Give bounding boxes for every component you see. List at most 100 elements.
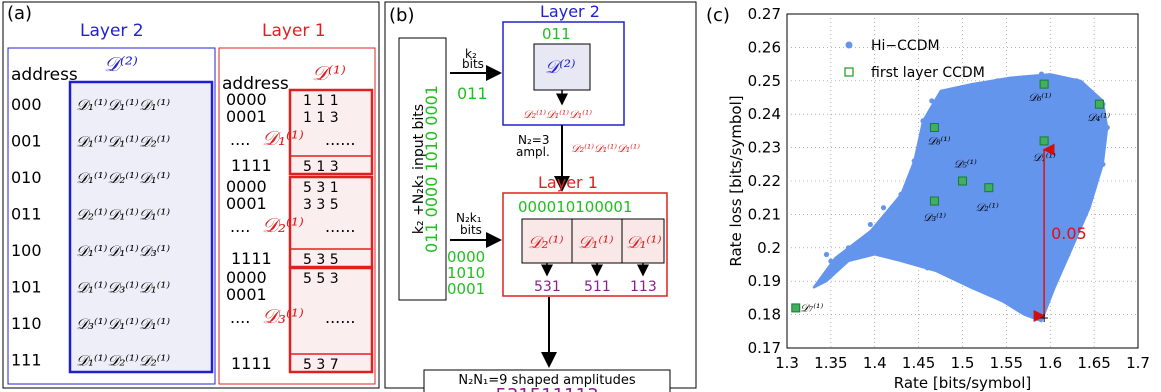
ampl-label: ampl. <box>516 145 550 159</box>
l1-dict-table-0 <box>288 88 374 176</box>
n2k1-value-2: 0001 <box>447 280 485 298</box>
layer1-output-2: 113 <box>630 279 657 295</box>
n2k1-value-0: 0000 <box>447 248 485 266</box>
y-tick-label: 0.18 <box>748 306 781 324</box>
hi-ccdm-point <box>995 78 1001 84</box>
dict-annotation-0: 𝒟₇⁽¹⁾ <box>800 301 823 314</box>
l1-addr-second-2: 0001 <box>226 285 267 304</box>
l2-address-3: 011 <box>11 205 42 224</box>
l1-dict-label-1: 𝒟₂⁽¹⁾ <box>262 213 304 237</box>
layer2-output: 𝒟₂⁽¹⁾𝒟₁⁽¹⁾𝒟₁⁽¹⁾ <box>523 108 592 121</box>
hi-ccdm-point <box>1038 71 1045 77</box>
rate-loss-chart: 1.3 1.35 1.4 1.45 1.5 1.55 1.6 1.65 1.7 0.17 0.18 0… <box>727 5 1150 392</box>
gap-label: 0.05 <box>1051 224 1087 243</box>
y-tick-label: 0.23 <box>748 139 781 157</box>
hi-ccdm-point <box>845 245 852 251</box>
l1-val-first-2: 5 5 3 <box>303 271 339 287</box>
panel-a-label: (a) <box>7 3 32 24</box>
layer1-groups: 0000 1 1 1 0001 1 1 3.... 𝒟₁⁽¹⁾ ...... 1111 5 1… <box>226 88 374 374</box>
hi-ccdm-point <box>1030 128 1036 134</box>
l1-val-first-0: 1 1 1 <box>303 93 339 109</box>
y-tick-label: 0.19 <box>748 272 781 290</box>
l2-entry-4: 𝒟₁⁽¹⁾𝒟₁⁽¹⁾𝒟₃⁽¹⁾ <box>76 242 170 260</box>
d2-box-label: 𝒟⁽²⁾ <box>545 57 575 78</box>
l2-address-7: 111 <box>11 351 42 370</box>
l1-dots-right-2: ...... <box>325 308 356 327</box>
first-layer-ccdm-point <box>1094 99 1104 109</box>
l2-entry-5: 𝒟₁⁽¹⁾𝒟₃⁽¹⁾𝒟₁⁽¹⁾ <box>76 279 170 297</box>
l2-address-6: 110 <box>11 314 42 333</box>
d2-box <box>533 43 591 91</box>
y-tick-label: 0.27 <box>748 5 781 23</box>
l2-address-0: 000 <box>11 95 42 114</box>
k2-label-bottom: bits <box>462 57 484 71</box>
y-tick-label: 0.24 <box>748 105 781 123</box>
first-layer-ccdm-point <box>958 176 967 186</box>
y-tick-label: 0.2 <box>757 239 781 257</box>
l1-val-second-1: 3 3 5 <box>303 197 339 213</box>
panel-b-label: (b) <box>389 5 414 26</box>
x-tick-label: 1.55 <box>990 354 1023 372</box>
l1-dots-2: .... <box>230 308 250 327</box>
minimum-marker: + <box>1039 311 1049 325</box>
l1-dots-0: .... <box>230 130 250 149</box>
hi-ccdm-point <box>959 84 966 91</box>
n2k1-value-1: 1010 <box>447 264 485 282</box>
legend-first-layer-marker <box>844 67 854 77</box>
k2-label-top: k₂ <box>465 47 477 61</box>
l2-address-4: 100 <box>11 241 42 260</box>
d1-dict-label: 𝒟⁽¹⁾ <box>312 61 346 85</box>
l1-val-first-1: 5 3 1 <box>303 180 339 196</box>
ampl-sequence: 𝒟₂⁽¹⁾𝒟₁⁽¹⁾𝒟₁⁽¹⁾ <box>571 142 640 155</box>
l1-val-second-0: 1 1 3 <box>303 110 339 126</box>
hi-ccdm-point <box>1012 178 1018 184</box>
n2-label: N₂=3 <box>518 133 549 147</box>
x-tick-label: 1.45 <box>902 354 935 372</box>
l1-dict-label-2: 𝒟₃⁽¹⁾ <box>262 304 304 328</box>
l1-addr-last-2: 1111 <box>231 354 272 373</box>
legend-first-layer-label: first layer CCDM <box>871 65 985 81</box>
l1-addr-last-0: 1111 <box>231 156 272 175</box>
first-layer-ccdm-point <box>791 303 801 313</box>
l1-dots-right-1: ...... <box>325 217 356 236</box>
layer1-dict-1 <box>571 218 623 264</box>
dict-annotation-5: 𝒟₆⁽¹⁾ <box>1028 91 1051 104</box>
hi-ccdm-point <box>920 118 926 124</box>
l1-addr-first-2: 0000 <box>226 268 267 287</box>
l1-dict-table-1 <box>288 175 374 269</box>
d2-dict-label: 𝒟⁽²⁾ <box>104 52 138 76</box>
layer1-title-a: Layer 1 <box>262 21 326 41</box>
panel-c-label: (c) <box>706 5 730 26</box>
layer2-dict-table <box>68 80 214 374</box>
panel-c: (c) 1.3 1.35 1.4 1.45 1.5 1.55 1.6 1.65 1.7 0.17 0… <box>706 5 1150 392</box>
l1-dict-label-0: 𝒟₁⁽¹⁾ <box>262 126 304 150</box>
layer2-box-b <box>502 21 625 126</box>
hi-ccdm-point <box>959 278 966 284</box>
layer1-dict-2 <box>621 218 665 264</box>
input-bits-label: k₂ +N₂k₁ input bits <box>411 104 427 234</box>
hi-ccdm-point <box>867 221 873 228</box>
y-tick-label: 0.26 <box>748 38 781 56</box>
dict-annotation-3: 𝒟₃⁽¹⁾ <box>923 211 946 224</box>
hi-ccdm-point <box>1065 251 1071 258</box>
layer1-bits: 000010100001 <box>518 198 633 216</box>
hi-ccdm-point <box>1047 288 1053 294</box>
l1-val-last-1: 5 3 5 <box>303 252 339 268</box>
k2-value: 011 <box>457 84 488 103</box>
l2-entry-0: 𝒟₁⁽¹⁾𝒟₁⁽¹⁾𝒟₁⁽¹⁾ <box>76 96 170 114</box>
x-axis-label: Rate [bits/symbol] <box>894 374 1031 392</box>
hi-ccdm-point <box>1082 211 1088 217</box>
hi-ccdm-point <box>929 98 935 104</box>
x-tick-label: 1.7 <box>1126 354 1150 372</box>
layer2-rows: 000 𝒟₁⁽¹⁾𝒟₁⁽¹⁾𝒟₁⁽¹⁾ 001 𝒟₁⁽¹⁾𝒟₁⁽¹⁾𝒟₂⁽¹⁾ 010 𝒟… <box>11 95 170 370</box>
l1-val-last-0: 5 1 3 <box>303 159 339 175</box>
address-header-l2: address <box>11 65 78 85</box>
address-header-l1: address <box>222 74 289 94</box>
l2-entry-1: 𝒟₁⁽¹⁾𝒟₁⁽¹⁾𝒟₂⁽¹⁾ <box>76 133 170 151</box>
layer1-frame <box>218 47 376 385</box>
y-axis-label: Rate loss [bits/symbol] <box>727 95 745 266</box>
l1-addr-first-0: 0000 <box>226 90 267 109</box>
hi-ccdm-point <box>924 265 931 271</box>
layer1-title-b: Layer 1 <box>538 173 598 192</box>
